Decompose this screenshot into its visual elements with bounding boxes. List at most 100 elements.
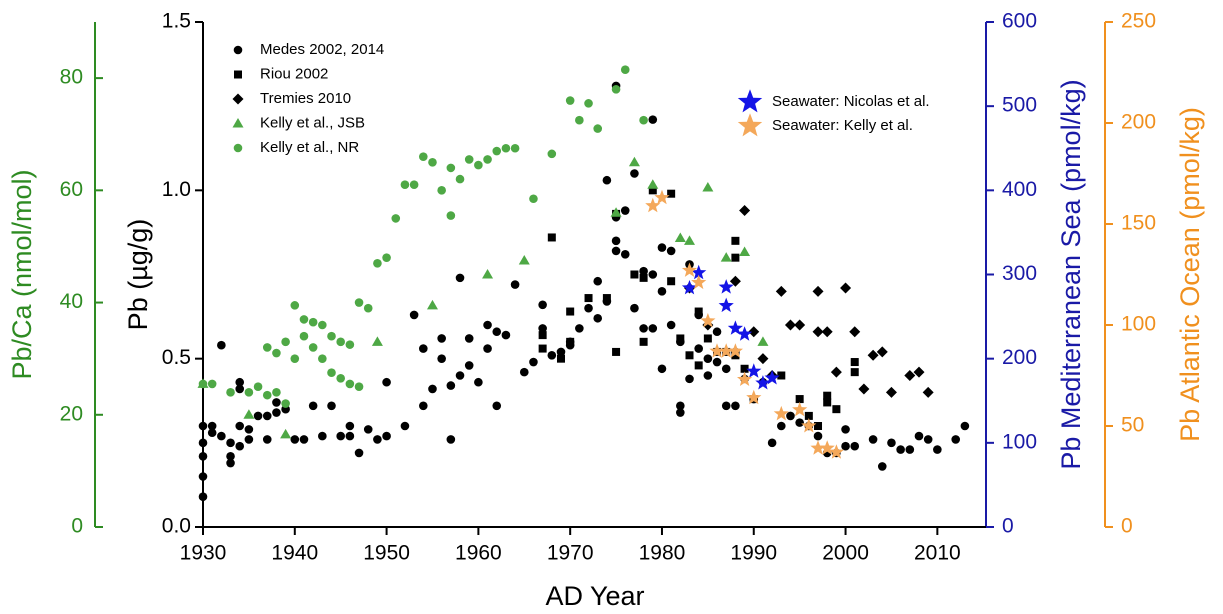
point xyxy=(354,298,364,307)
point xyxy=(207,421,217,431)
point xyxy=(731,351,740,360)
point xyxy=(299,435,309,444)
point xyxy=(336,374,345,383)
point xyxy=(547,351,557,360)
point xyxy=(593,124,603,133)
point xyxy=(718,297,734,313)
point xyxy=(518,254,530,265)
point xyxy=(876,346,888,358)
point xyxy=(795,395,804,404)
point xyxy=(198,452,208,461)
point xyxy=(951,435,961,444)
point xyxy=(244,435,254,444)
point xyxy=(482,269,494,279)
x-tick-label: 1940 xyxy=(271,542,318,565)
y-axis-title: Pb (µg/g) xyxy=(123,219,153,331)
point xyxy=(691,274,707,290)
y-tick-label: 500 xyxy=(1002,94,1037,117)
point xyxy=(556,347,566,357)
point xyxy=(702,182,714,192)
point xyxy=(721,364,731,374)
point xyxy=(739,205,751,217)
point xyxy=(777,421,786,431)
point xyxy=(547,233,556,242)
point xyxy=(272,408,281,417)
point xyxy=(703,354,713,363)
x-tick-label: 1960 xyxy=(455,542,502,565)
point xyxy=(654,189,670,205)
point xyxy=(446,435,456,444)
point xyxy=(611,85,621,94)
legend-label: Medes 2002, 2014 xyxy=(260,41,384,58)
point xyxy=(739,246,751,257)
legend-label: Kelly et al., JSB xyxy=(260,114,365,131)
point xyxy=(226,452,235,461)
point xyxy=(327,331,336,341)
point xyxy=(877,462,887,471)
point xyxy=(748,326,760,338)
point xyxy=(666,320,676,330)
y-tick-label: 0 xyxy=(1002,515,1014,538)
point xyxy=(792,401,808,417)
y-tick-label: 80 xyxy=(60,66,83,89)
point xyxy=(602,175,612,185)
point xyxy=(272,398,281,407)
point xyxy=(657,243,667,252)
point xyxy=(731,253,740,262)
point xyxy=(575,324,584,333)
point xyxy=(611,236,621,246)
legend-label: Seawater: Kelly et al. xyxy=(772,117,913,134)
point xyxy=(253,411,263,421)
point xyxy=(437,334,446,343)
point xyxy=(694,344,703,353)
y-tick-label: 200 xyxy=(1002,346,1037,369)
y-tick-label: 100 xyxy=(1002,430,1037,453)
point xyxy=(703,334,712,343)
point xyxy=(566,307,575,316)
point xyxy=(318,354,327,363)
point xyxy=(667,189,676,198)
y-tick-label: 400 xyxy=(1002,178,1037,201)
y-axis-title: Pb Atlantic Ocean (pmol/kg) xyxy=(1175,107,1205,442)
y-axis-title: Pb Mediterranean Sea (pmol/kg) xyxy=(1056,79,1086,469)
point xyxy=(821,326,833,338)
point xyxy=(700,313,716,328)
point xyxy=(648,186,657,195)
point xyxy=(198,472,208,481)
point xyxy=(547,149,557,159)
point xyxy=(446,163,456,173)
point xyxy=(648,270,658,279)
point xyxy=(896,445,905,454)
point xyxy=(746,363,762,378)
point xyxy=(428,384,437,394)
point xyxy=(226,458,235,468)
point xyxy=(648,115,658,124)
point xyxy=(207,379,217,389)
legend-marker xyxy=(232,118,244,128)
legend-marker xyxy=(233,45,243,55)
point xyxy=(676,408,685,417)
legend-marker xyxy=(737,113,763,137)
point xyxy=(198,379,208,389)
point xyxy=(244,425,254,434)
point xyxy=(812,326,824,338)
point xyxy=(492,146,502,156)
point xyxy=(464,361,474,370)
point xyxy=(757,336,769,346)
point xyxy=(740,364,749,373)
point xyxy=(666,246,676,256)
point xyxy=(764,370,780,385)
point xyxy=(648,324,658,333)
point xyxy=(933,445,942,454)
point xyxy=(685,351,694,360)
point xyxy=(657,287,667,296)
point xyxy=(327,401,336,411)
legend-marker xyxy=(737,89,763,113)
point xyxy=(647,179,659,189)
point xyxy=(612,347,621,356)
point xyxy=(217,340,226,350)
point xyxy=(565,96,575,105)
point xyxy=(718,343,734,358)
point xyxy=(867,349,879,361)
point xyxy=(217,431,226,441)
